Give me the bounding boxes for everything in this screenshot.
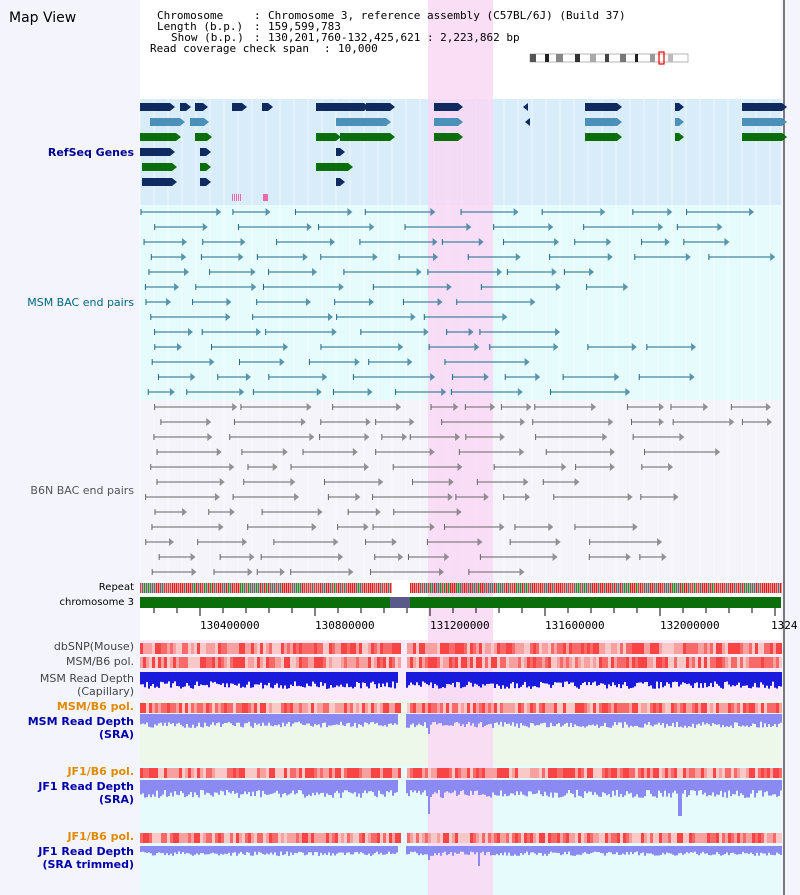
msm-bac-track-label[interactable]: MSM BAC end pairs (27, 296, 134, 309)
msm-b6-pol-heat (140, 657, 782, 668)
axis-tick-label: 130800000 (315, 619, 375, 632)
msm-depth-capillary (140, 672, 782, 689)
msm-b6-pol-sra-heat (140, 703, 782, 713)
axis-tick-label: 131600000 (545, 619, 605, 632)
axis-tick-label: 131200000 (430, 619, 490, 632)
jf1-depth-sra (140, 780, 782, 816)
jf1-depth-trimmed (140, 846, 782, 866)
position-axis: 130400000 130800000 131200000 131600000 1320… (153, 608, 798, 632)
jf1-b6-pol-trim-heat (140, 833, 782, 843)
axis-tick-label: 132000000 (660, 619, 720, 632)
chromosome-label: Chromosome (157, 9, 224, 22)
jf1-depth-trimmed-label[interactable]: JF1 Read Depth (38, 845, 134, 858)
coverage-value: 10,000 (338, 42, 378, 55)
msm-b6-pol-track-label[interactable]: MSM/B6 pol. (66, 655, 134, 668)
chromosome-track-label: chromosome 3 (59, 597, 134, 608)
jf1-b6-pol-trimmed-track-label[interactable]: JF1/B6 pol. (67, 830, 134, 843)
length-label: Length (b.p.) (157, 20, 244, 33)
msm-b6-pol-sra-track-label[interactable]: MSM/B6 pol. (56, 700, 134, 713)
msm-depth-sra (140, 714, 782, 734)
show-label: Show (b.p.) (171, 31, 244, 44)
msm-depth-sra-label[interactable]: MSM Read Depth (27, 715, 134, 728)
jf1-depth-sra-sublabel: (SRA) (99, 793, 134, 806)
axis-tick-label: 130400000 (200, 619, 260, 632)
chromosome-bar (140, 597, 781, 608)
page-title: Map View (9, 10, 77, 26)
b6n-bac-track-label[interactable]: B6N BAC end pairs (30, 484, 134, 497)
msm-bac-pairs (140, 208, 776, 396)
coverage-label: Read coverage check span (150, 42, 309, 55)
chromosome-ideogram (529, 51, 689, 65)
b6n-bac-pairs (145, 403, 773, 576)
length-value: 159,599,783 (268, 20, 341, 33)
dbsnp-heat (140, 643, 782, 654)
msm-depth-capillary-label[interactable]: MSM Read Depth (39, 672, 134, 685)
selected-region-highlight (428, 0, 493, 895)
jf1-depth-trimmed-sublabel: (SRA trimmed) (42, 858, 134, 871)
show-value: 130,201,760-132,425,621 : 2,223,862 bp (268, 31, 520, 44)
refseq-genes-track-label[interactable]: RefSeq Genes (47, 146, 134, 159)
refseq-gene-glyphs (140, 103, 787, 201)
jf1-depth-sra-label[interactable]: JF1 Read Depth (38, 780, 134, 793)
chromosome-value: Chromosome 3, reference assembly (C57BL/… (268, 9, 626, 22)
msm-depth-capillary-sublabel: (Capillary) (77, 685, 134, 698)
jf1-b6-pol-track-label[interactable]: JF1/B6 pol. (67, 765, 134, 778)
jf1-b6-pol-heat (140, 768, 782, 778)
repeat-track-label: Repeat (98, 582, 134, 593)
msm-depth-sra-sublabel: (SRA) (99, 728, 134, 741)
repeat-track (140, 583, 782, 593)
dbsnp-track-label[interactable]: dbSNP(Mouse) (53, 640, 134, 653)
axis-tick-label: 1324 (771, 619, 798, 632)
